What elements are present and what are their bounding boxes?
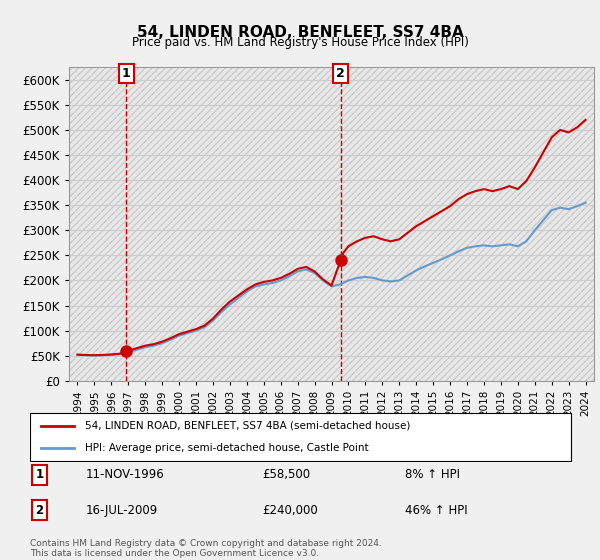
Text: 16-JUL-2009: 16-JUL-2009: [85, 504, 157, 517]
Text: 1: 1: [122, 67, 130, 80]
Text: Price paid vs. HM Land Registry's House Price Index (HPI): Price paid vs. HM Land Registry's House …: [131, 36, 469, 49]
Text: HPI: Average price, semi-detached house, Castle Point: HPI: Average price, semi-detached house,…: [85, 443, 369, 453]
Text: Contains HM Land Registry data © Crown copyright and database right 2024.
This d: Contains HM Land Registry data © Crown c…: [30, 539, 382, 558]
Text: 54, LINDEN ROAD, BENFLEET, SS7 4BA: 54, LINDEN ROAD, BENFLEET, SS7 4BA: [137, 25, 463, 40]
Text: 1: 1: [35, 468, 44, 482]
Text: 8% ↑ HPI: 8% ↑ HPI: [406, 468, 460, 482]
Text: 54, LINDEN ROAD, BENFLEET, SS7 4BA (semi-detached house): 54, LINDEN ROAD, BENFLEET, SS7 4BA (semi…: [85, 421, 410, 431]
Text: 2: 2: [336, 67, 345, 80]
Text: 2: 2: [35, 504, 44, 517]
Text: £240,000: £240,000: [262, 504, 317, 517]
Text: 46% ↑ HPI: 46% ↑ HPI: [406, 504, 468, 517]
Text: £58,500: £58,500: [262, 468, 310, 482]
Text: 11-NOV-1996: 11-NOV-1996: [85, 468, 164, 482]
FancyBboxPatch shape: [30, 413, 571, 461]
